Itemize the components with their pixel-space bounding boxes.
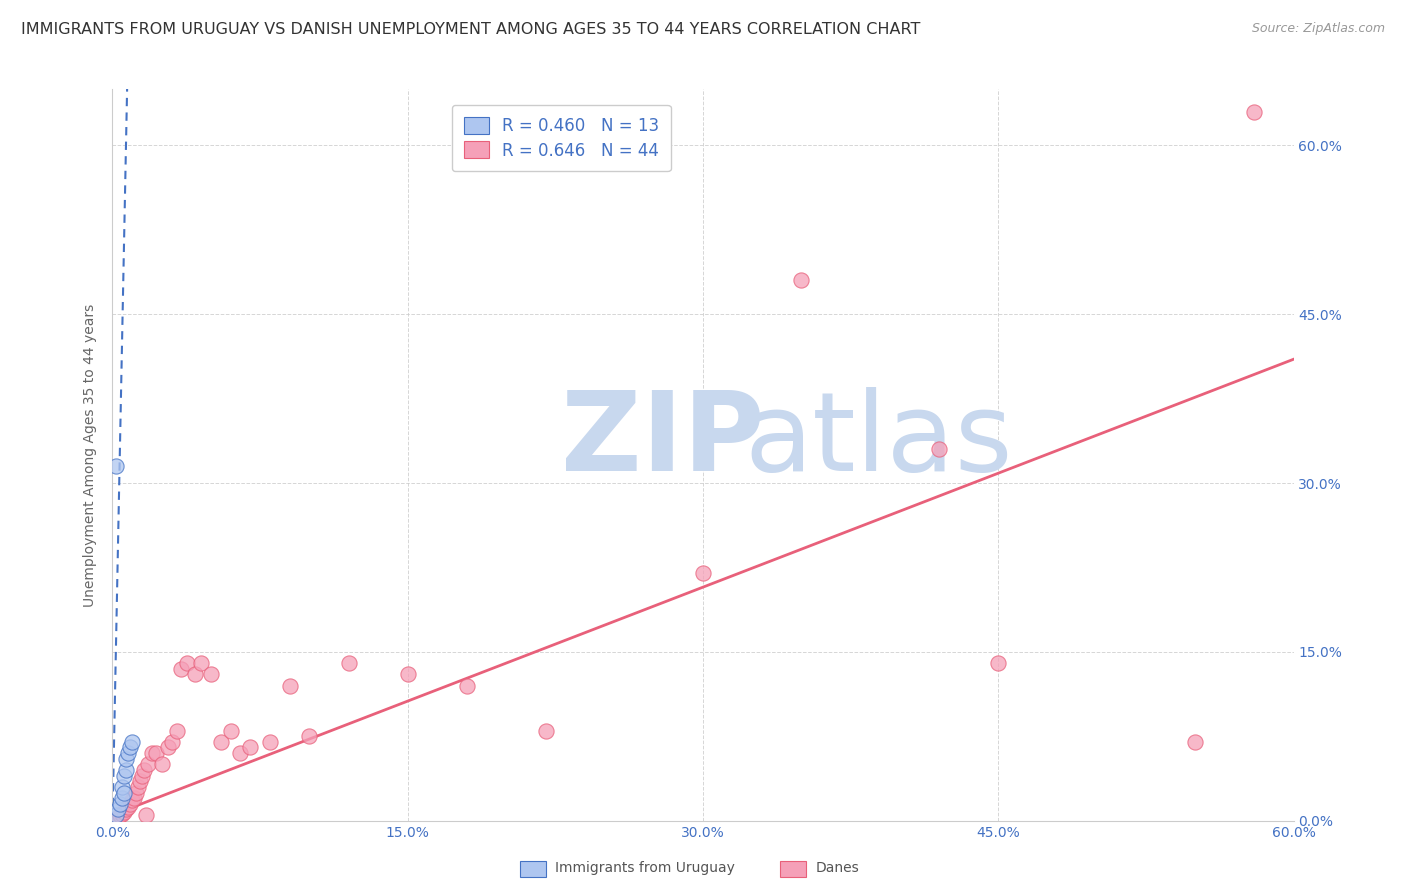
Point bbox=[145, 746, 167, 760]
Text: Danes: Danes bbox=[815, 861, 859, 875]
Point bbox=[121, 735, 143, 749]
Point bbox=[117, 746, 139, 760]
Point bbox=[298, 729, 321, 743]
Point bbox=[1184, 735, 1206, 749]
Point bbox=[115, 802, 138, 816]
Text: Source: ZipAtlas.com: Source: ZipAtlas.com bbox=[1251, 22, 1385, 36]
Point bbox=[170, 662, 193, 676]
Point bbox=[117, 800, 139, 814]
Point bbox=[120, 740, 142, 755]
Point bbox=[107, 802, 129, 816]
Point bbox=[127, 780, 149, 794]
Point bbox=[112, 769, 135, 783]
Point bbox=[190, 656, 212, 670]
Point bbox=[209, 735, 232, 749]
Point bbox=[166, 723, 188, 738]
Point bbox=[111, 791, 134, 805]
Point bbox=[112, 785, 135, 799]
Text: ZIP: ZIP bbox=[561, 387, 765, 494]
Point bbox=[110, 808, 132, 822]
Point bbox=[129, 774, 152, 789]
Point bbox=[115, 763, 138, 777]
Point bbox=[219, 723, 242, 738]
Legend: R = 0.460   N = 13, R = 0.646   N = 44: R = 0.460 N = 13, R = 0.646 N = 44 bbox=[451, 105, 671, 171]
Point bbox=[122, 791, 145, 805]
Point bbox=[131, 769, 153, 783]
Point bbox=[135, 808, 157, 822]
Point bbox=[200, 667, 222, 681]
Point bbox=[111, 780, 134, 794]
Point bbox=[987, 656, 1010, 670]
Point bbox=[105, 808, 128, 822]
Point bbox=[121, 793, 143, 807]
Point bbox=[1243, 104, 1265, 119]
Point bbox=[110, 797, 132, 811]
Point bbox=[136, 757, 159, 772]
Point bbox=[337, 656, 360, 670]
Text: IMMIGRANTS FROM URUGUAY VS DANISH UNEMPLOYMENT AMONG AGES 35 TO 44 YEARS CORRELA: IMMIGRANTS FROM URUGUAY VS DANISH UNEMPL… bbox=[21, 22, 921, 37]
Point bbox=[150, 757, 173, 772]
Point bbox=[107, 810, 129, 824]
Point bbox=[156, 740, 179, 755]
Point bbox=[928, 442, 950, 457]
Point bbox=[259, 735, 281, 749]
Point bbox=[790, 273, 813, 287]
Point bbox=[132, 763, 155, 777]
Text: atlas: atlas bbox=[744, 387, 1012, 494]
Point bbox=[534, 723, 557, 738]
Point bbox=[184, 667, 207, 681]
Point bbox=[125, 785, 148, 799]
Point bbox=[141, 746, 163, 760]
Point bbox=[115, 752, 138, 766]
Point bbox=[120, 797, 142, 811]
Y-axis label: Unemployment Among Ages 35 to 44 years: Unemployment Among Ages 35 to 44 years bbox=[83, 303, 97, 607]
Point bbox=[396, 667, 419, 681]
Point bbox=[456, 679, 478, 693]
Point bbox=[105, 459, 128, 474]
Point bbox=[229, 746, 252, 760]
Point bbox=[111, 806, 134, 821]
Point bbox=[692, 566, 714, 580]
Point bbox=[160, 735, 183, 749]
Point bbox=[112, 805, 135, 819]
Point bbox=[278, 679, 301, 693]
Point bbox=[239, 740, 262, 755]
Text: Immigrants from Uruguay: Immigrants from Uruguay bbox=[555, 861, 735, 875]
Point bbox=[176, 656, 198, 670]
